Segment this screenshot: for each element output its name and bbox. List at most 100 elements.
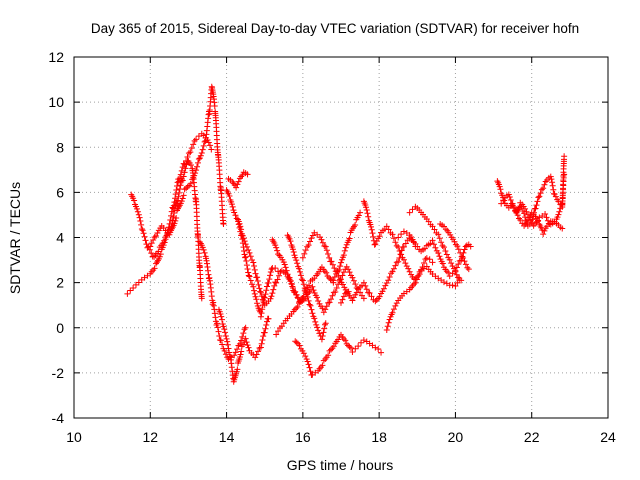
data-point bbox=[537, 190, 544, 197]
data-point bbox=[222, 333, 229, 340]
data-point bbox=[406, 209, 413, 216]
data-point bbox=[316, 330, 323, 337]
data-point bbox=[307, 238, 314, 245]
data-point bbox=[260, 333, 267, 340]
data-point bbox=[355, 212, 362, 219]
data-point bbox=[212, 314, 219, 321]
data-point bbox=[556, 208, 563, 215]
data-point bbox=[172, 217, 179, 224]
data-point bbox=[264, 318, 271, 325]
data-point bbox=[327, 296, 334, 303]
data-point bbox=[308, 235, 315, 242]
y-tick-label: 2 bbox=[56, 275, 64, 291]
data-point bbox=[258, 310, 265, 317]
data-point bbox=[372, 344, 379, 351]
data-point bbox=[357, 209, 364, 216]
data-point bbox=[178, 198, 185, 205]
data-point bbox=[275, 328, 282, 335]
data-point bbox=[536, 193, 543, 200]
data-point bbox=[262, 291, 269, 298]
data-point bbox=[454, 274, 461, 281]
data-point bbox=[220, 220, 227, 227]
y-tick-label: -4 bbox=[52, 410, 65, 426]
data-point bbox=[319, 333, 326, 340]
data-point bbox=[320, 309, 327, 316]
data-point bbox=[395, 258, 402, 265]
data-point bbox=[429, 237, 436, 244]
data-point bbox=[398, 251, 405, 258]
data-point bbox=[322, 243, 329, 250]
data-point bbox=[420, 260, 427, 267]
data-point bbox=[235, 178, 242, 185]
data-point bbox=[274, 247, 281, 254]
data-point bbox=[316, 268, 323, 275]
data-point bbox=[507, 197, 514, 204]
data-point bbox=[127, 287, 134, 294]
data-point bbox=[385, 319, 392, 326]
y-tick-label: 8 bbox=[56, 139, 64, 155]
data-point bbox=[138, 225, 145, 232]
data-point bbox=[270, 286, 277, 293]
data-point bbox=[448, 260, 455, 267]
data-point bbox=[355, 343, 362, 350]
x-tick-label: 18 bbox=[371, 429, 387, 445]
data-point bbox=[197, 152, 204, 159]
data-point bbox=[366, 289, 373, 296]
data-point bbox=[237, 223, 244, 230]
data-point bbox=[440, 244, 447, 251]
data-point bbox=[211, 310, 218, 317]
x-tick-label: 14 bbox=[219, 429, 235, 445]
data-point bbox=[453, 271, 460, 278]
data-point bbox=[423, 255, 430, 262]
data-point bbox=[457, 249, 464, 256]
data-point bbox=[195, 155, 202, 162]
data-point bbox=[467, 243, 474, 250]
data-point bbox=[526, 214, 533, 221]
data-point bbox=[327, 346, 334, 353]
data-point bbox=[510, 205, 517, 212]
data-point bbox=[275, 251, 282, 258]
data-point bbox=[364, 210, 371, 217]
data-point bbox=[389, 268, 396, 275]
data-point bbox=[301, 250, 308, 257]
data-point bbox=[299, 254, 306, 261]
data-point bbox=[544, 217, 551, 224]
data-point bbox=[455, 246, 462, 253]
data-point bbox=[193, 167, 200, 174]
data-point bbox=[173, 187, 180, 194]
x-axis-label: GPS time / hours bbox=[287, 457, 394, 473]
data-point bbox=[549, 182, 556, 189]
data-point bbox=[541, 227, 548, 234]
data-point bbox=[267, 295, 274, 302]
data-point bbox=[179, 177, 186, 184]
chart-title: Day 365 of 2015, Sidereal Day-to-day VTE… bbox=[91, 21, 579, 36]
data-point bbox=[418, 266, 425, 273]
data-point bbox=[368, 223, 375, 230]
data-point bbox=[555, 211, 562, 218]
data-point bbox=[342, 244, 349, 251]
data-point bbox=[540, 231, 547, 238]
data-point bbox=[446, 273, 453, 280]
data-point bbox=[255, 281, 262, 288]
data-point bbox=[214, 324, 221, 331]
data-point bbox=[201, 138, 208, 145]
y-axis-label: SDTVAR / TECUs bbox=[7, 182, 23, 294]
data-point bbox=[383, 223, 390, 230]
data-point bbox=[327, 276, 334, 283]
data-point bbox=[276, 272, 283, 279]
data-point bbox=[523, 208, 530, 215]
data-point bbox=[304, 293, 311, 300]
data-point bbox=[376, 293, 383, 300]
data-point bbox=[244, 171, 251, 178]
data-point bbox=[254, 300, 261, 307]
data-point bbox=[233, 215, 240, 222]
data-point bbox=[549, 179, 556, 186]
data-point bbox=[385, 226, 392, 233]
data-point bbox=[265, 315, 272, 322]
data-point bbox=[299, 277, 306, 284]
data-point bbox=[443, 268, 450, 275]
data-point bbox=[505, 191, 512, 198]
data-point bbox=[296, 265, 303, 272]
data-point bbox=[133, 205, 140, 212]
data-point bbox=[219, 341, 226, 348]
